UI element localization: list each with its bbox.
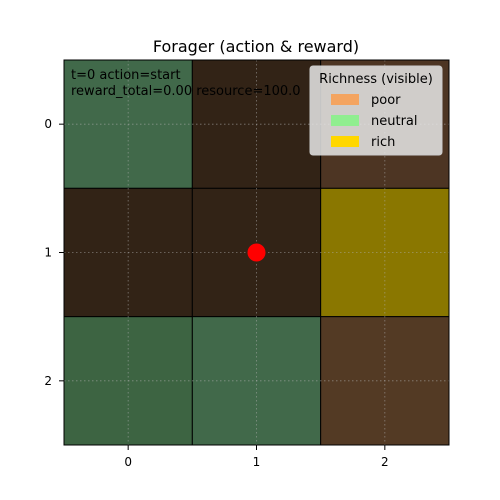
x-tick-label-2: 2 [381,455,389,469]
y-axis-ticks: 0 1 2 [44,117,64,388]
legend-label-rich: rich [371,135,395,150]
y-tick-label-2: 2 [44,374,52,388]
legend-swatch-rich [331,136,359,147]
plot-title: Forager (action & reward) [153,37,359,56]
legend-entries: poor neutral rich [331,93,418,150]
overlay-line-1: t=0 action=start [71,68,181,83]
x-tick-label-1: 1 [253,455,261,469]
x-tick-label-0: 0 [124,455,132,469]
y-tick-label-1: 1 [44,246,52,260]
y-tick-label-0: 0 [44,117,52,131]
legend-title: Richness (visible) [319,72,433,87]
legend-label-poor: poor [371,93,401,108]
legend-label-neutral: neutral [371,114,418,129]
agent-layer [247,243,266,262]
overlay-line-2: reward_total=0.00 resource=100.0 [71,84,301,99]
agent-marker [247,243,266,262]
legend: Richness (visible) poor neutral rich [309,65,443,156]
x-axis-ticks: 0 1 2 [124,445,389,469]
legend-swatch-neutral [331,115,359,126]
legend-box [309,65,443,156]
legend-swatch-poor [331,94,359,105]
